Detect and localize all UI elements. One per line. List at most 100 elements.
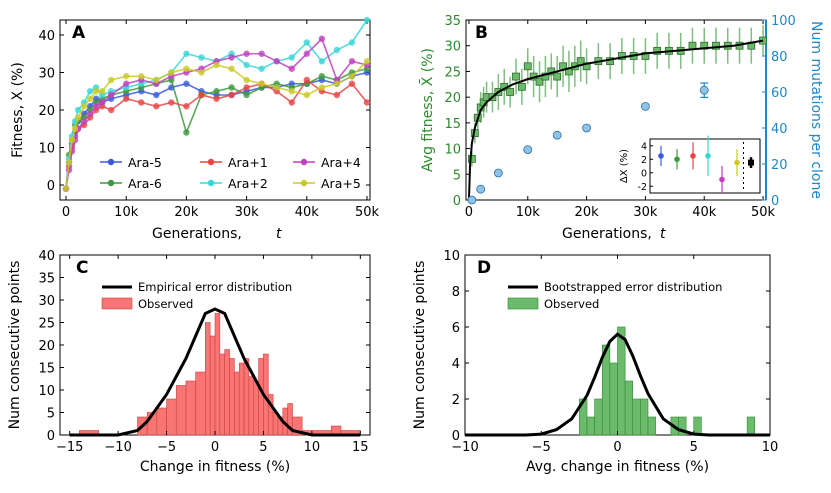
x-tick-label: 50k	[751, 205, 776, 220]
y-axis-label: Num consecutive points	[7, 261, 23, 430]
histogram-bar	[640, 398, 649, 436]
y-tick-label: 0	[47, 429, 55, 444]
x-tick-label: 30k	[633, 205, 658, 220]
legend-label: Ara-6	[128, 176, 162, 191]
histogram-bar	[258, 358, 264, 436]
x-tick-label: 10k	[516, 205, 541, 220]
fitness-point	[517, 82, 526, 91]
histogram-bar	[586, 416, 595, 436]
data-point-Ara+1	[138, 99, 145, 106]
data-point-Ara+2	[74, 106, 82, 114]
histogram-bar	[234, 371, 240, 436]
histogram-bar	[248, 376, 255, 436]
data-point-Ara+5	[318, 84, 326, 91]
panel-label-d: D	[477, 258, 491, 278]
data-point-Ara+1	[213, 95, 220, 102]
x-tick-label: 40k	[295, 205, 320, 220]
mutation-point	[523, 145, 533, 155]
legend-marker	[207, 158, 215, 166]
data-point-Ara+5	[243, 76, 250, 84]
inset-point	[705, 153, 711, 159]
legend-patch	[507, 297, 539, 310]
x-tick-label: 5	[259, 440, 267, 455]
y-tick-label: 15	[38, 362, 55, 377]
data-point-Ara+5	[123, 73, 130, 80]
legend-marker	[107, 158, 115, 166]
data-point-Ara+4	[318, 35, 326, 42]
y-right-tick-label: 0	[771, 194, 779, 209]
data-point-Ara+5	[288, 88, 295, 95]
legend-patch	[101, 297, 133, 310]
histogram-bar	[219, 353, 225, 436]
mutation-point	[467, 195, 477, 205]
data-point-Ara+4	[98, 99, 106, 106]
histogram-bar	[632, 398, 641, 436]
histogram-bar	[229, 358, 235, 436]
y-tick-label: 8	[452, 285, 460, 300]
data-point-Ara+2	[303, 39, 310, 46]
y-tick-label: 10	[444, 143, 461, 158]
x-axis-label-var: t	[276, 226, 282, 242]
fit-curve	[467, 39, 764, 201]
histogram-bar	[647, 416, 656, 436]
y-tick-label: 20	[38, 339, 55, 354]
inset-point	[719, 176, 725, 183]
y-axis-right-label: Num mutations per clone	[808, 21, 824, 199]
data-point-Ara+5	[273, 84, 280, 91]
panel-c-legend: Empirical error distribution Observed	[101, 280, 292, 311]
x-tick-label: 20k	[174, 205, 199, 220]
inset-point	[690, 153, 696, 159]
data-point-Ara+5	[153, 76, 160, 84]
inset-point	[734, 159, 740, 166]
y-axis-label: Num consecutive points	[412, 261, 428, 430]
data-point-Ara+4	[228, 54, 235, 61]
x-tick-label: −5	[157, 440, 176, 455]
fitness-point	[467, 154, 476, 163]
fitness-point	[523, 62, 532, 71]
data-point-Ara+5	[86, 95, 94, 102]
y-tick-label: 5	[453, 168, 461, 183]
x-tick-label: 0	[613, 440, 621, 455]
data-point-Ara+1	[198, 91, 205, 99]
data-point-Ara+4	[303, 50, 310, 57]
data-point-Ara+5	[333, 80, 341, 87]
y-tick-label: 6	[452, 321, 460, 336]
x-tick-label: 5	[690, 440, 698, 455]
panel-label-a: A	[72, 23, 86, 43]
data-point-Ara-6	[183, 129, 190, 136]
y-tick-label: 0	[453, 194, 461, 209]
histogram-bar	[195, 371, 206, 436]
data-point-Ara+2	[363, 16, 371, 24]
histogram-bar	[243, 358, 250, 436]
data-point-Ara+4	[123, 80, 130, 87]
data-point-Ara+5	[62, 185, 70, 192]
legend-marker	[107, 179, 115, 187]
data-point-Ara+4	[243, 50, 250, 57]
x-tick-label: 10	[304, 440, 321, 455]
data-point-Ara+2	[258, 65, 265, 72]
x-tick-label: 30k	[235, 205, 260, 220]
x-axis-label: Avg. change in fitness (%)	[526, 459, 709, 475]
x-tick-label: 40k	[692, 205, 717, 220]
data-point-Ara+1	[303, 76, 310, 84]
histogram-bar	[209, 335, 216, 436]
y-tick-label: 5	[47, 407, 55, 422]
data-point-Ara+2	[86, 88, 94, 95]
histogram-bar	[594, 398, 603, 436]
data-point-Ara-6	[243, 91, 250, 99]
data-point-Ara+1	[107, 106, 115, 114]
data-point-Ara+4	[273, 58, 280, 65]
inset-y-tick-label: 4	[641, 141, 647, 152]
x-axis-label-var: t	[660, 226, 666, 242]
panel-a-axes	[59, 19, 371, 201]
x-tick-label: −10	[451, 440, 478, 455]
data-point-Ara+5	[68, 136, 76, 144]
mutation-point	[552, 130, 562, 140]
data-point-Ara+2	[243, 61, 250, 69]
histogram-bar	[166, 398, 177, 436]
histogram-bar	[253, 380, 259, 436]
data-point-Ara+4	[288, 65, 295, 72]
x-tick-label: −5	[532, 440, 551, 455]
histogram-bar	[746, 416, 756, 436]
fitness-point	[506, 88, 515, 96]
